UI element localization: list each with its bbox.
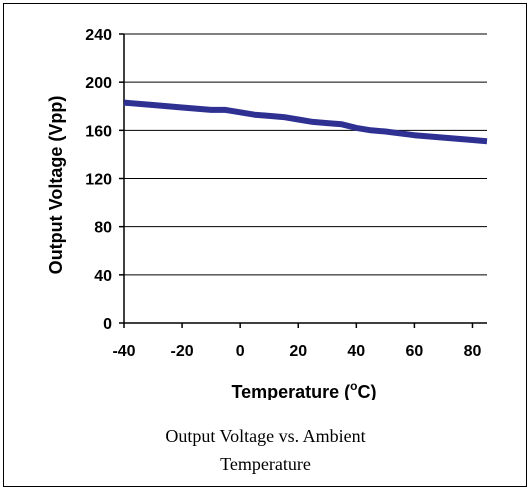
x-axis-title: Temperature (oC) bbox=[231, 379, 376, 400]
x-tick-label--20: -20 bbox=[171, 343, 194, 360]
y-tick-label-0: 0 bbox=[103, 316, 112, 333]
series-line-0 bbox=[123, 99, 488, 145]
y-tick-label-40: 40 bbox=[94, 268, 112, 285]
y-tick-label-240: 240 bbox=[85, 27, 112, 44]
y-tick-label-160: 160 bbox=[85, 123, 112, 140]
x-axis-title-degree: o bbox=[350, 379, 357, 393]
x-tick-label--40: -40 bbox=[112, 343, 135, 360]
y-tick-label-120: 120 bbox=[85, 172, 112, 189]
x-ticks: -40 -20 0 20 40 60 80 bbox=[112, 323, 481, 360]
y-tick-label-80: 80 bbox=[94, 220, 112, 237]
y-axis-title: Output Voltage (Vpp) bbox=[46, 96, 66, 275]
x-axis-title-main: Temperature ( bbox=[231, 382, 350, 400]
x-tick-label-20: 20 bbox=[289, 343, 307, 360]
y-tick-label-200: 200 bbox=[85, 75, 112, 92]
chart: 0 40 80 120 160 200 240 -40 -20 0 20 40 60 80 Output… bbox=[46, 27, 488, 400]
caption-line-2: Temperature bbox=[220, 454, 311, 474]
x-tick-label-60: 60 bbox=[406, 343, 424, 360]
figure-frame bbox=[3, 3, 527, 487]
series-group bbox=[123, 99, 488, 145]
x-axis-title-unit: C) bbox=[358, 382, 377, 400]
y-ticks: 0 40 80 120 160 200 240 bbox=[85, 27, 124, 333]
x-tick-label-40: 40 bbox=[347, 343, 365, 360]
caption-line-1: Output Voltage vs. Ambient bbox=[165, 426, 366, 446]
x-tick-label-80: 80 bbox=[464, 343, 482, 360]
x-tick-label-0: 0 bbox=[236, 343, 245, 360]
grid-lines bbox=[124, 33, 487, 276]
